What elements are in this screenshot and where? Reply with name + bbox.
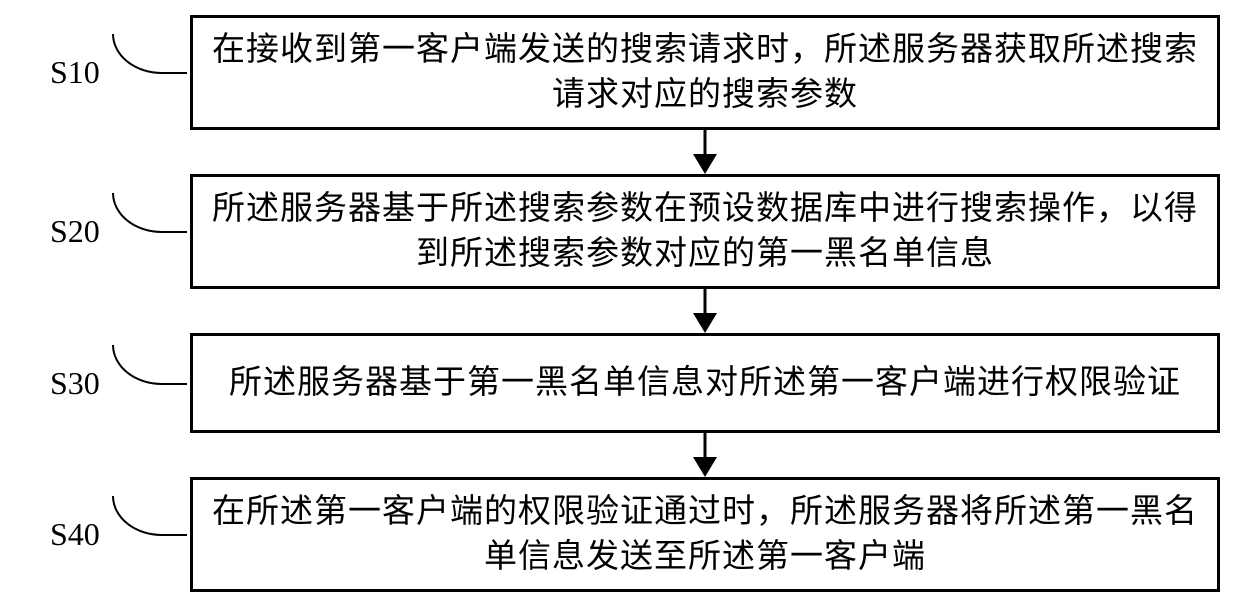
step-id-s40: S40 bbox=[50, 516, 100, 552]
step-box-s30: 所述服务器基于第一黑名单信息对所述第一客户端进行权限验证 bbox=[190, 333, 1220, 433]
label-connector-s30 bbox=[112, 345, 187, 385]
step-label-s20: S20 bbox=[50, 213, 140, 250]
arrow-head-icon bbox=[693, 457, 717, 477]
step-row-s40: S40 在所述第一客户端的权限验证通过时，所述服务器将所述第一黑名单信息发送至所… bbox=[50, 477, 1220, 592]
step-row-s30: S30 所述服务器基于第一黑名单信息对所述第一客户端进行权限验证 bbox=[50, 333, 1220, 433]
arrow-head-icon bbox=[693, 154, 717, 174]
arrow-s30-s40 bbox=[190, 433, 1220, 477]
flowchart-container: S10 在接收到第一客户端发送的搜索请求时，所述服务器获取所述搜索请求对应的搜索… bbox=[50, 15, 1220, 592]
label-connector-s40 bbox=[112, 496, 187, 536]
step-text-s40: 在所述第一客户端的权限验证通过时，所述服务器将所述第一黑名单信息发送至所述第一客… bbox=[211, 490, 1199, 579]
step-text-s20: 所述服务器基于所述搜索参数在预设数据库中进行搜索操作，以得到所述搜索参数对应的第… bbox=[211, 187, 1199, 276]
step-label-s30: S30 bbox=[50, 365, 140, 402]
step-box-s40: 在所述第一客户端的权限验证通过时，所述服务器将所述第一黑名单信息发送至所述第一客… bbox=[190, 477, 1220, 592]
step-row-s20: S20 所述服务器基于所述搜索参数在预设数据库中进行搜索操作，以得到所述搜索参数… bbox=[50, 174, 1220, 289]
step-label-s40: S40 bbox=[50, 516, 140, 553]
step-box-s10: 在接收到第一客户端发送的搜索请求时，所述服务器获取所述搜索请求对应的搜索参数 bbox=[190, 15, 1220, 130]
arrow-s10-s20 bbox=[190, 130, 1220, 174]
label-connector-s10 bbox=[112, 34, 187, 74]
step-box-s20: 所述服务器基于所述搜索参数在预设数据库中进行搜索操作，以得到所述搜索参数对应的第… bbox=[190, 174, 1220, 289]
step-row-s10: S10 在接收到第一客户端发送的搜索请求时，所述服务器获取所述搜索请求对应的搜索… bbox=[50, 15, 1220, 130]
step-id-s30: S30 bbox=[50, 365, 100, 401]
arrow-s20-s30 bbox=[190, 289, 1220, 333]
label-connector-s20 bbox=[112, 193, 187, 233]
step-label-s10: S10 bbox=[50, 54, 140, 91]
step-id-s10: S10 bbox=[50, 54, 100, 90]
step-text-s10: 在接收到第一客户端发送的搜索请求时，所述服务器获取所述搜索请求对应的搜索参数 bbox=[211, 28, 1199, 117]
arrow-head-icon bbox=[693, 313, 717, 333]
step-id-s20: S20 bbox=[50, 213, 100, 249]
step-text-s30: 所述服务器基于第一黑名单信息对所述第一客户端进行权限验证 bbox=[229, 361, 1181, 406]
